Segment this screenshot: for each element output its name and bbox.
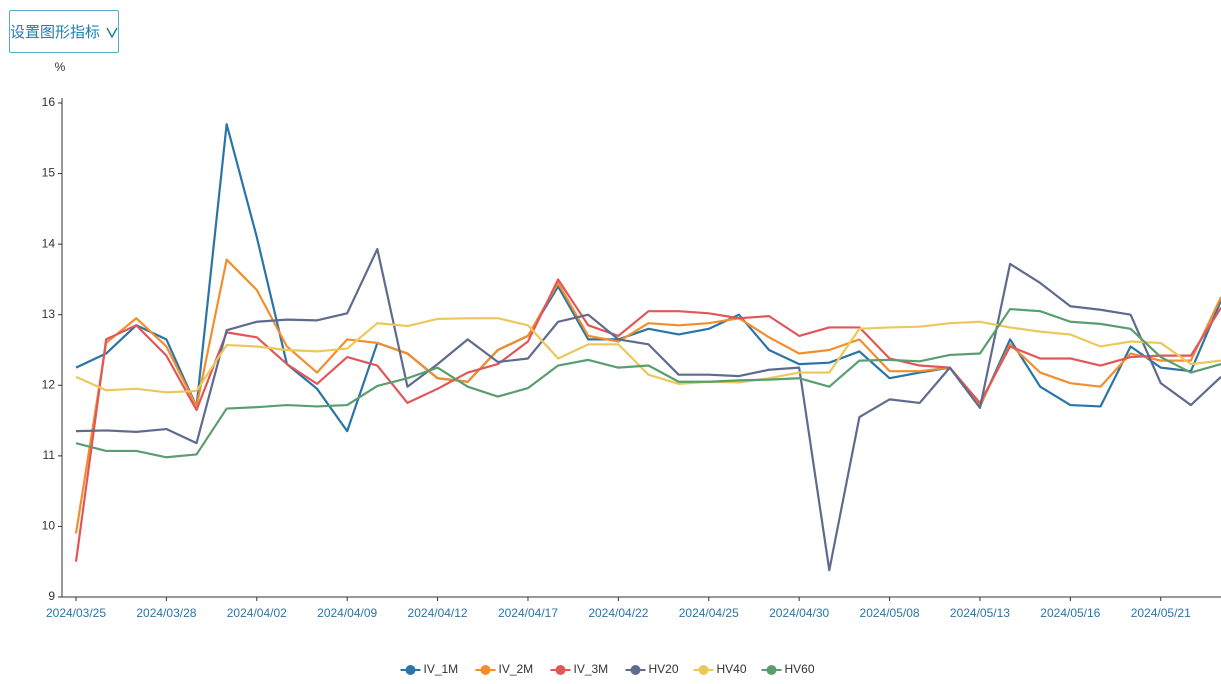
x-tick-label: 2024/05/13 <box>950 606 1010 620</box>
indicator-button[interactable]: 设置图形指标 <box>9 10 119 53</box>
legend-label: HV20 <box>649 662 679 676</box>
legend-item: IV_3M <box>550 662 609 676</box>
chevron[interactable] <box>106 26 118 38</box>
y-tick-label: 14 <box>42 236 56 250</box>
legend-marker <box>766 665 777 675</box>
y-tick-label: 13 <box>42 307 56 321</box>
x-tick-label: 2024/04/09 <box>317 606 377 620</box>
x-tick-label: 2024/04/17 <box>498 606 558 620</box>
legend-marker <box>630 665 641 675</box>
legend-item: IV_1M <box>400 662 459 676</box>
legend-item: HV40 <box>693 662 747 676</box>
x-tick-label: 2024/03/25 <box>46 606 106 620</box>
legend-item: HV60 <box>761 662 815 676</box>
series-line <box>75 247 1221 572</box>
y-tick-label: 15 <box>42 166 56 180</box>
x-tick-label: 2024/05/16 <box>1040 606 1100 620</box>
legend-label: HV60 <box>785 662 815 676</box>
legend-marker <box>698 665 709 675</box>
series-line <box>75 317 1221 394</box>
x-tick-label: 2024/05/08 <box>860 606 920 620</box>
x-tick-label: 2024/04/22 <box>588 606 648 620</box>
x-tick-label: 2024/04/25 <box>679 606 739 620</box>
y-tick-label: 9 <box>48 589 55 603</box>
series-line <box>75 123 1221 433</box>
x-tick-label: 2024/04/30 <box>769 606 829 620</box>
x-tick-label: 2024/04/12 <box>408 606 468 620</box>
legend-label: IV_3M <box>574 662 609 676</box>
legend-item: HV20 <box>625 662 679 676</box>
legend-label: IV_1M <box>424 662 459 676</box>
y-tick-label: 12 <box>42 377 56 391</box>
button-label[interactable]: 设置图形指标 <box>10 24 101 41</box>
y-tick-label: 11 <box>43 448 56 462</box>
legend-item: IV_2M <box>475 662 534 676</box>
legend-label: HV40 <box>717 662 747 676</box>
legend-marker <box>405 665 416 675</box>
series-line <box>74 258 1221 534</box>
y-tick-label: 16 <box>42 95 56 109</box>
y-axis-unit: % <box>55 60 66 74</box>
x-tick-label: 2024/05/21 <box>1131 606 1191 620</box>
legend-label: IV_2M <box>499 662 534 676</box>
x-tick-label: 2024/03/28 <box>136 606 196 620</box>
series-line <box>75 307 1221 459</box>
series-line <box>74 278 1221 562</box>
y-tick-label: 10 <box>42 519 56 533</box>
legend-marker <box>555 665 566 675</box>
x-tick-label: 2024/04/02 <box>227 606 287 620</box>
legend-marker <box>480 665 491 675</box>
